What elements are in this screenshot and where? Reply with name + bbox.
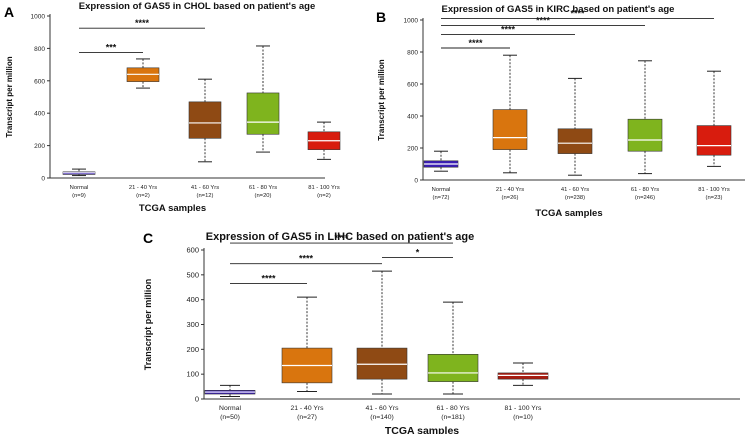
chart-c-y-label: Transcript per million [143, 279, 153, 371]
chart-c-x-tick-n: (n=140) [370, 414, 394, 421]
chart-c-significance-label: **** [334, 233, 349, 243]
chart-b-box [557, 128, 593, 154]
chart-b-x-tick-n: (n=26) [502, 195, 519, 201]
chart-b-x-tick-label: 81 - 100 Yrs [698, 187, 730, 193]
chart-a-significance-label: *** [106, 42, 117, 52]
chart-b-y-tick-label: 200 [407, 146, 418, 153]
chart-b-y-tick-label: 1000 [404, 18, 419, 25]
chart-c-y-tick-label: 500 [186, 270, 199, 279]
chart-c-x-tick-n: (n=10) [513, 414, 533, 421]
chart-c-y-tick-label: 100 [186, 370, 199, 379]
chart-c-x-label: TCGA samples [385, 425, 459, 434]
chart-a-x-tick-n: (n=2) [317, 193, 331, 199]
chart-b-y-tick-label: 600 [407, 82, 418, 89]
chart-b-significance-label: **** [536, 16, 551, 26]
chart-b-significance-label: **** [468, 38, 483, 48]
chart-c-y-tick-label: 400 [186, 295, 199, 304]
chart-a-y-tick-label: 0 [41, 176, 45, 183]
chart-a-x-tick-n: (n=20) [255, 193, 272, 199]
chart-c-y-tick-label: 300 [186, 320, 199, 329]
chart-b-y-tick-label: 800 [407, 50, 418, 57]
chart-a-y-label: Transcript per million [5, 56, 14, 137]
chart-b-panel-label: B [376, 9, 386, 25]
chart-a-x-tick-n: (n=9) [72, 193, 86, 199]
chart-a-significance-label: **** [135, 18, 150, 28]
chart-c-significance-label: **** [299, 254, 314, 264]
chart-b-x-tick-label: Normal [432, 187, 451, 193]
chart-c-y-tick-label: 600 [186, 246, 199, 255]
chart-b-y-label: Transcript per million [377, 59, 386, 140]
chart-a-y-tick-label: 1000 [31, 14, 46, 21]
chart-c-x-tick-label: 61 - 80 Yrs [436, 405, 470, 412]
chart-b-x-tick-n: (n=23) [706, 195, 723, 201]
chart-b-x-tick-n: (n=238) [565, 195, 585, 201]
chart-c-x-tick-n: (n=50) [220, 414, 240, 421]
chart-b-x-tick-label: 41 - 60 Yrs [561, 187, 589, 193]
chart-b-y-tick-label: 0 [414, 178, 418, 185]
chart-a-x-tick-label: 61 - 80 Yrs [249, 185, 277, 191]
chart-b-box [492, 109, 528, 150]
chart-b-y-tick-label: 400 [407, 114, 418, 121]
chart-c-significance-label: **** [261, 274, 276, 284]
chart-b-box [696, 125, 732, 156]
chart-c-title: Expression of GAS5 in LIHC based on pati… [206, 231, 475, 243]
chart-b-x-tick-n: (n=246) [635, 195, 655, 201]
chart-a-x-tick-label: Normal [70, 185, 89, 191]
chart-a-y-tick-label: 400 [34, 111, 45, 118]
chart-b-x-tick-label: 61 - 80 Yrs [631, 187, 659, 193]
chart-a-x-tick-n: (n=12) [197, 193, 214, 199]
chart-c-box [427, 353, 479, 382]
chart-a-box [188, 101, 222, 139]
chart-a-title: Expression of GAS5 in CHOL based on pati… [79, 1, 315, 12]
chart-b-significance-label: **** [570, 8, 585, 18]
chart-a-y-tick-label: 800 [34, 46, 45, 53]
chart-c-y-tick-label: 200 [186, 345, 199, 354]
chart-a-x-tick-label: 81 - 100 Yrs [308, 185, 340, 191]
chart-c-box [356, 347, 408, 380]
chart-a-x-tick-label: 41 - 60 Yrs [191, 185, 219, 191]
chart-b-title: Expression of GAS5 in KIRC based on pati… [442, 4, 675, 15]
chart-c-x-tick-label: Normal [219, 405, 241, 412]
chart-b-significance-label: **** [501, 24, 516, 34]
chart-a-box [246, 92, 280, 135]
chart-c-significance-label: * [416, 247, 420, 257]
chart-a-y-tick-label: 600 [34, 78, 45, 85]
chart-c-x-tick-n: (n=181) [441, 414, 465, 421]
chart-c-x-tick-label: 21 - 40 Yrs [290, 405, 324, 412]
chart-c-x-tick-n: (n=27) [297, 414, 317, 421]
chart-a-y-tick-label: 200 [34, 143, 45, 150]
chart-a-x-tick-n: (n=2) [136, 193, 150, 199]
chart-a-x-tick-label: 21 - 40 Yrs [129, 185, 157, 191]
chart-c-x-tick-label: 41 - 60 Yrs [365, 405, 399, 412]
chart-a-x-label: TCGA samples [139, 203, 206, 214]
chart-b-x-label: TCGA samples [535, 208, 602, 219]
chart-b-box [627, 118, 663, 152]
chart-c-y-tick-label: 0 [195, 395, 199, 404]
chart-a-panel-label: A [4, 4, 14, 20]
chart-b-x-tick-label: 21 - 40 Yrs [496, 187, 524, 193]
chart-c-x-tick-label: 81 - 100 Yrs [505, 405, 543, 412]
chart-c-panel-label: C [143, 230, 153, 246]
chart-c-box [497, 372, 549, 380]
chart-b-x-tick-n: (n=72) [433, 195, 450, 201]
